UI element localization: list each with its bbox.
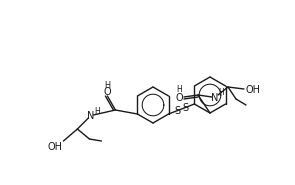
- Text: H: H: [176, 85, 182, 93]
- Text: O: O: [104, 87, 111, 97]
- Text: S: S: [175, 105, 181, 115]
- Text: H: H: [94, 107, 100, 115]
- Text: O: O: [175, 93, 183, 103]
- Text: H: H: [104, 80, 110, 90]
- Text: H: H: [218, 88, 224, 97]
- Text: N: N: [87, 111, 94, 121]
- Text: OH: OH: [48, 142, 63, 152]
- Text: OH: OH: [245, 85, 260, 95]
- Text: N: N: [211, 93, 219, 103]
- Text: S: S: [182, 102, 189, 112]
